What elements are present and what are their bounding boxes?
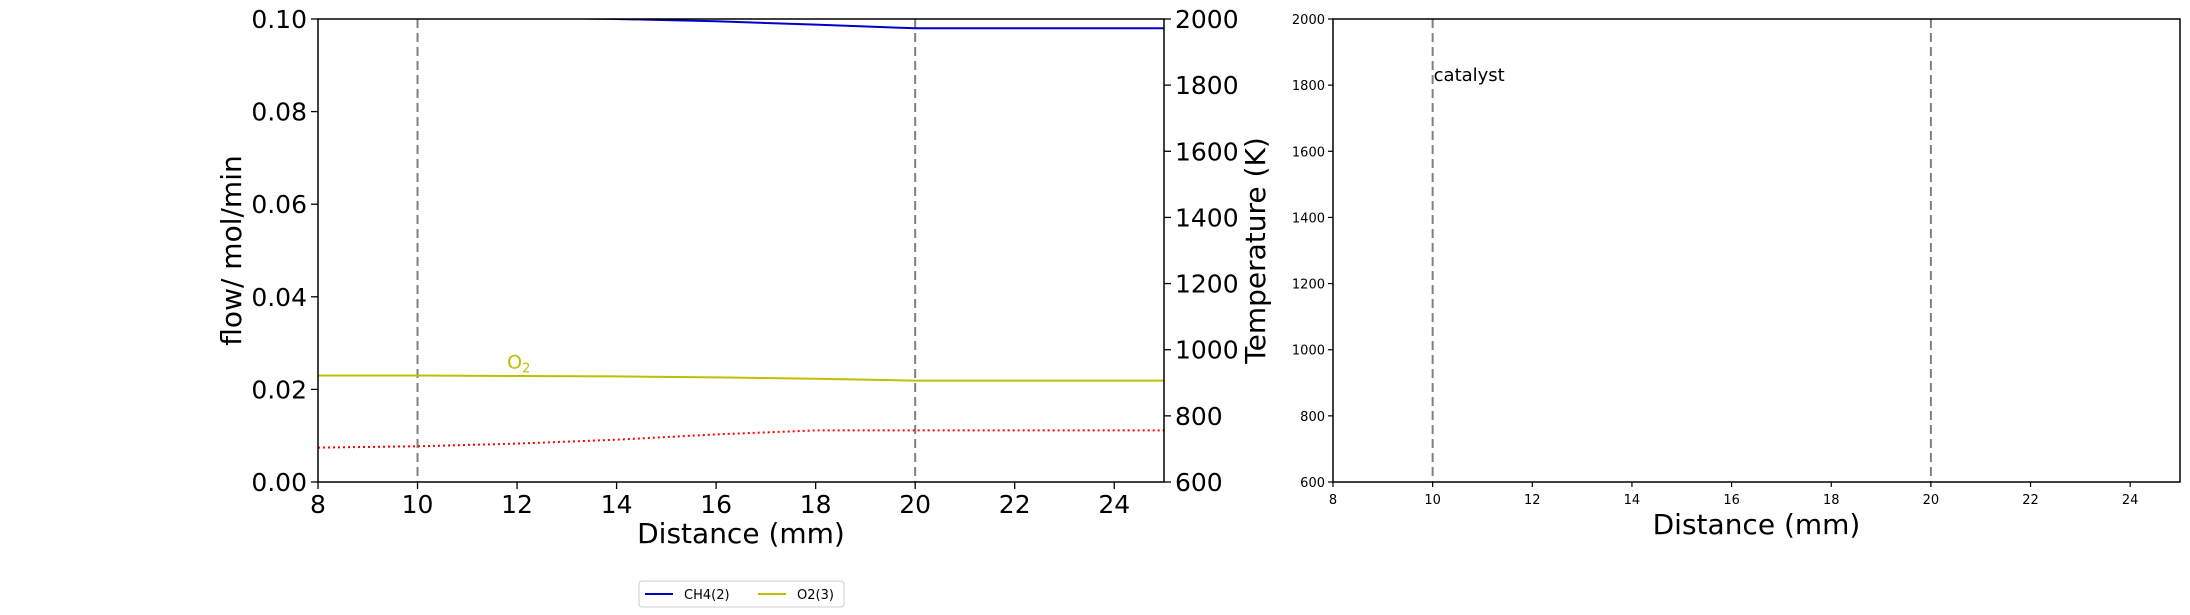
y-tick-label: 800 [1300, 410, 1325, 425]
y-tick-label: 1800 [1292, 79, 1325, 94]
y2-tick-label: 600 [1175, 468, 1223, 497]
x-tick-label: 14 [1624, 493, 1641, 508]
y2-tick-label: 800 [1175, 402, 1223, 431]
y-axis-label: flow/ mol/min [215, 155, 248, 345]
x-tick-label: 12 [1524, 493, 1541, 508]
legend-label: O2(3) [797, 588, 834, 603]
x-tick-label: 10 [1424, 493, 1441, 508]
y2-tick-label: 2000 [1175, 5, 1239, 34]
y-tick-label: 600 [1300, 476, 1325, 491]
series-line-ch42 [545, 19, 1164, 30]
y2-axis-label: Temperature (K) [1239, 137, 1272, 364]
plot-frame [317, 18, 1165, 483]
annotation-catalyst: catalyst [1434, 65, 1505, 86]
x-tick-label: 22 [2022, 493, 2039, 508]
y-tick-label: 1200 [1292, 278, 1325, 293]
x-tick-label: 20 [1923, 493, 1940, 508]
y-tick-label: 0.06 [251, 190, 307, 219]
x-tick-label: 18 [800, 490, 832, 519]
x-tick-label: 16 [1723, 493, 1740, 508]
y-tick-label: 0.00 [251, 468, 307, 497]
plot-frame-2 [1332, 18, 2181, 483]
legend-label: CH4(2) [684, 588, 730, 603]
x-tick-label: 14 [601, 490, 633, 519]
series-line-o23 [318, 374, 1164, 382]
y2-tick-label: 1000 [1175, 336, 1239, 365]
y-tick-label: 2000 [1292, 13, 1325, 28]
x-tick-label: 22 [999, 490, 1031, 519]
x-tick-label: 24 [1098, 490, 1130, 519]
series-line-temperature [318, 429, 1164, 449]
y-tick-label: 1000 [1292, 344, 1325, 359]
x-tick-label: 8 [1329, 493, 1337, 508]
x-tick-label: 20 [899, 490, 931, 519]
y-tick-label: 0.10 [251, 5, 307, 34]
y2-tick-label: 1800 [1175, 71, 1239, 100]
x-tick-label: 8 [310, 490, 326, 519]
y-tick-label: 0.04 [251, 283, 307, 312]
y-tick-label: 0.02 [251, 375, 307, 404]
x-tick-label: 18 [1823, 493, 1840, 508]
y-tick-label: 0.08 [251, 98, 307, 127]
series-label-o2: O2 [507, 352, 530, 377]
y2-tick-label: 1600 [1175, 137, 1239, 166]
y-tick-label: 1400 [1292, 211, 1325, 226]
legend-box [638, 580, 845, 608]
y2-tick-label: 1200 [1175, 270, 1239, 299]
legend: CH4(2) O2(3) [638, 580, 845, 608]
x-tick-label: 16 [700, 490, 732, 519]
x-tick-label: 12 [501, 490, 533, 519]
x-tick-label: 24 [2122, 493, 2139, 508]
x-axis-label: Distance (mm) [637, 517, 845, 550]
x-axis-label-2: Distance (mm) [1653, 508, 1861, 541]
series-label-subscript: 2 [522, 362, 530, 377]
x-tick-label: 10 [402, 490, 434, 519]
y-tick-label: 1600 [1292, 145, 1325, 160]
y2-tick-label: 1400 [1175, 203, 1239, 232]
